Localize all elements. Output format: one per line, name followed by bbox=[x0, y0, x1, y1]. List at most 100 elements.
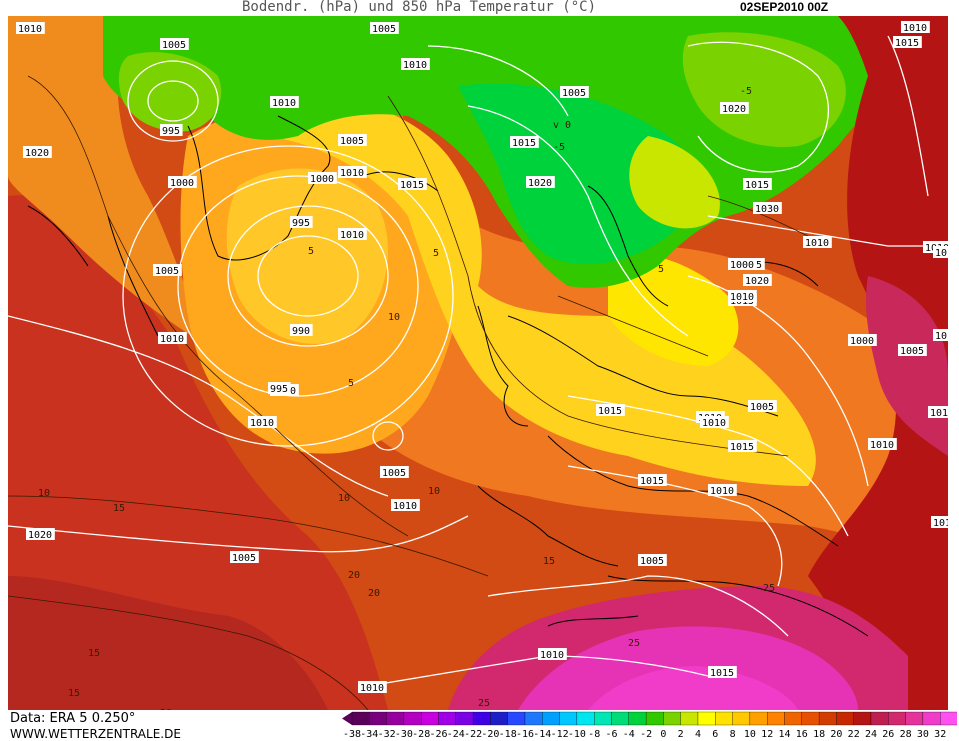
contour-value-label: 10 bbox=[388, 312, 400, 323]
scale-tick-label: 12 bbox=[761, 729, 773, 740]
isobar-label: 1015 bbox=[640, 476, 664, 487]
isobar-label: 1015 bbox=[730, 442, 754, 453]
isobar-label: 1020 bbox=[745, 276, 769, 287]
isobar-label-bg bbox=[268, 382, 291, 394]
title-bar: Bodendr. (hPa) und 850 hPa Temperatur (°… bbox=[0, 0, 959, 16]
isobar-label-bg bbox=[308, 172, 337, 184]
isobar-label-bg bbox=[270, 96, 299, 108]
isobar-label-bg bbox=[893, 36, 922, 48]
cold-zone-greenland-low bbox=[118, 52, 222, 132]
map-title: Bodendr. (hPa) und 850 hPa Temperatur (°… bbox=[242, 0, 597, 15]
isobar-label-bg bbox=[720, 102, 749, 114]
scale-tick-label: -8 bbox=[588, 729, 600, 740]
isobar-label: 1015 bbox=[598, 406, 622, 417]
scale-swatch bbox=[749, 711, 768, 726]
scale-swatch bbox=[524, 711, 543, 726]
isobar-label: 1015 bbox=[710, 668, 734, 679]
isobar-label-bg bbox=[933, 329, 948, 341]
contour-value-label: 5 bbox=[348, 378, 354, 389]
scale-swatch bbox=[836, 711, 854, 726]
isobar-label: 1005 bbox=[340, 136, 364, 147]
scale-swatch bbox=[888, 711, 906, 726]
isobar-label: 1000 bbox=[730, 260, 754, 271]
isobar-label: 1010 bbox=[930, 408, 948, 419]
scale-swatch bbox=[472, 711, 491, 726]
isobar-label: 1005 bbox=[232, 553, 256, 564]
isobar-label: 1010 bbox=[730, 292, 754, 303]
isobar-label: 1010 bbox=[272, 98, 296, 109]
isobar-label-bg bbox=[338, 166, 367, 178]
isobar-label-bg bbox=[868, 438, 897, 450]
warm-zone-east bbox=[808, 16, 948, 710]
isobar-label-bg bbox=[700, 416, 729, 428]
contour-value-label: -5 bbox=[740, 86, 752, 97]
isobar-label: 1010 bbox=[340, 168, 364, 179]
scale-swatch bbox=[940, 711, 957, 726]
scale-swatch bbox=[351, 711, 370, 726]
scale-tick-label: 30 bbox=[917, 729, 929, 740]
scale-swatch bbox=[818, 711, 837, 726]
isobar-label: 1005 bbox=[750, 402, 774, 413]
yellow-zone-europe bbox=[268, 98, 816, 486]
isobar-label: 1010 bbox=[403, 60, 427, 71]
isobar-label-bg bbox=[933, 246, 948, 258]
isobar-label: 1005 bbox=[382, 468, 406, 479]
scale-tick-label: 24 bbox=[865, 729, 877, 740]
scale-tick-label: -6 bbox=[605, 729, 617, 740]
scale-tick-label: 10 bbox=[744, 729, 756, 740]
isobar-label: 1000 bbox=[850, 336, 874, 347]
isobar-label: 1005 bbox=[162, 40, 186, 51]
contour-value-label: 15 bbox=[113, 503, 125, 514]
contour-value-label: 25 bbox=[628, 638, 640, 649]
cold-zone-russia-north bbox=[682, 32, 846, 147]
isobar-label: 995 bbox=[162, 126, 180, 137]
isobar-label-bg bbox=[708, 666, 737, 678]
isobar-label: 1020 bbox=[528, 178, 552, 189]
isobar-label-bg bbox=[153, 264, 182, 276]
scale-tick-label: -28 bbox=[412, 729, 430, 740]
scale-swatch bbox=[542, 711, 560, 726]
isobar-label-bg bbox=[901, 21, 930, 33]
contour-value-label: 15 bbox=[88, 648, 100, 659]
isobar-label-bg bbox=[290, 324, 313, 336]
scale-swatch bbox=[801, 711, 820, 726]
scale-swatch bbox=[369, 711, 387, 726]
scale-tick-label: 18 bbox=[813, 729, 825, 740]
scale-tick-label: -12 bbox=[551, 729, 569, 740]
color-scale: -38 -34 -32 -30 -28 -26 -24 -22 -20 -18 -16 -14 -12-… bbox=[342, 711, 957, 740]
isobar-label-bg bbox=[728, 440, 757, 452]
contour-value-label: 20 bbox=[368, 588, 380, 599]
scale-swatch bbox=[594, 711, 612, 726]
scale-swatch bbox=[905, 711, 924, 726]
isobar-label: 1010 bbox=[710, 486, 734, 497]
isobar-label-bg bbox=[928, 406, 948, 418]
hot-core-sahara bbox=[588, 666, 798, 710]
isobar-label-bg bbox=[803, 236, 832, 248]
scale-tick-label: -4 bbox=[623, 729, 635, 740]
isobar-label: 995 bbox=[292, 218, 310, 229]
isobar-label-bg bbox=[596, 404, 625, 416]
isobar-label-bg bbox=[370, 22, 399, 34]
scale-tick-label: 28 bbox=[900, 729, 912, 740]
scale-swatch bbox=[784, 711, 802, 726]
scale-tick-label: 2 bbox=[678, 729, 684, 740]
isobar-label-bg bbox=[728, 258, 757, 270]
isobar-label-bg bbox=[160, 38, 189, 50]
isobar-label-bg bbox=[898, 344, 927, 356]
isobar-label: 1015 bbox=[400, 180, 424, 191]
scale-tick-label: -30 bbox=[395, 729, 413, 740]
contour-value-label: 10 bbox=[338, 493, 350, 504]
isobar-label-bg bbox=[26, 528, 55, 540]
isobar-label: 1020 bbox=[25, 148, 49, 159]
isobar-label: 1000 bbox=[170, 178, 194, 189]
scale-tick-label: -38 bbox=[343, 729, 361, 740]
contour-value-label: v 0 bbox=[553, 120, 571, 131]
scale-tick-label: 26 bbox=[882, 729, 894, 740]
isobar-label-bg bbox=[168, 176, 197, 188]
isobar-label: 1010 bbox=[540, 650, 564, 661]
contour-value-label: 5 bbox=[658, 264, 664, 275]
scale-tick-label: -20 bbox=[481, 729, 499, 740]
cold-zone-scandinavia bbox=[458, 83, 698, 265]
isobar-label-bg bbox=[753, 202, 782, 214]
